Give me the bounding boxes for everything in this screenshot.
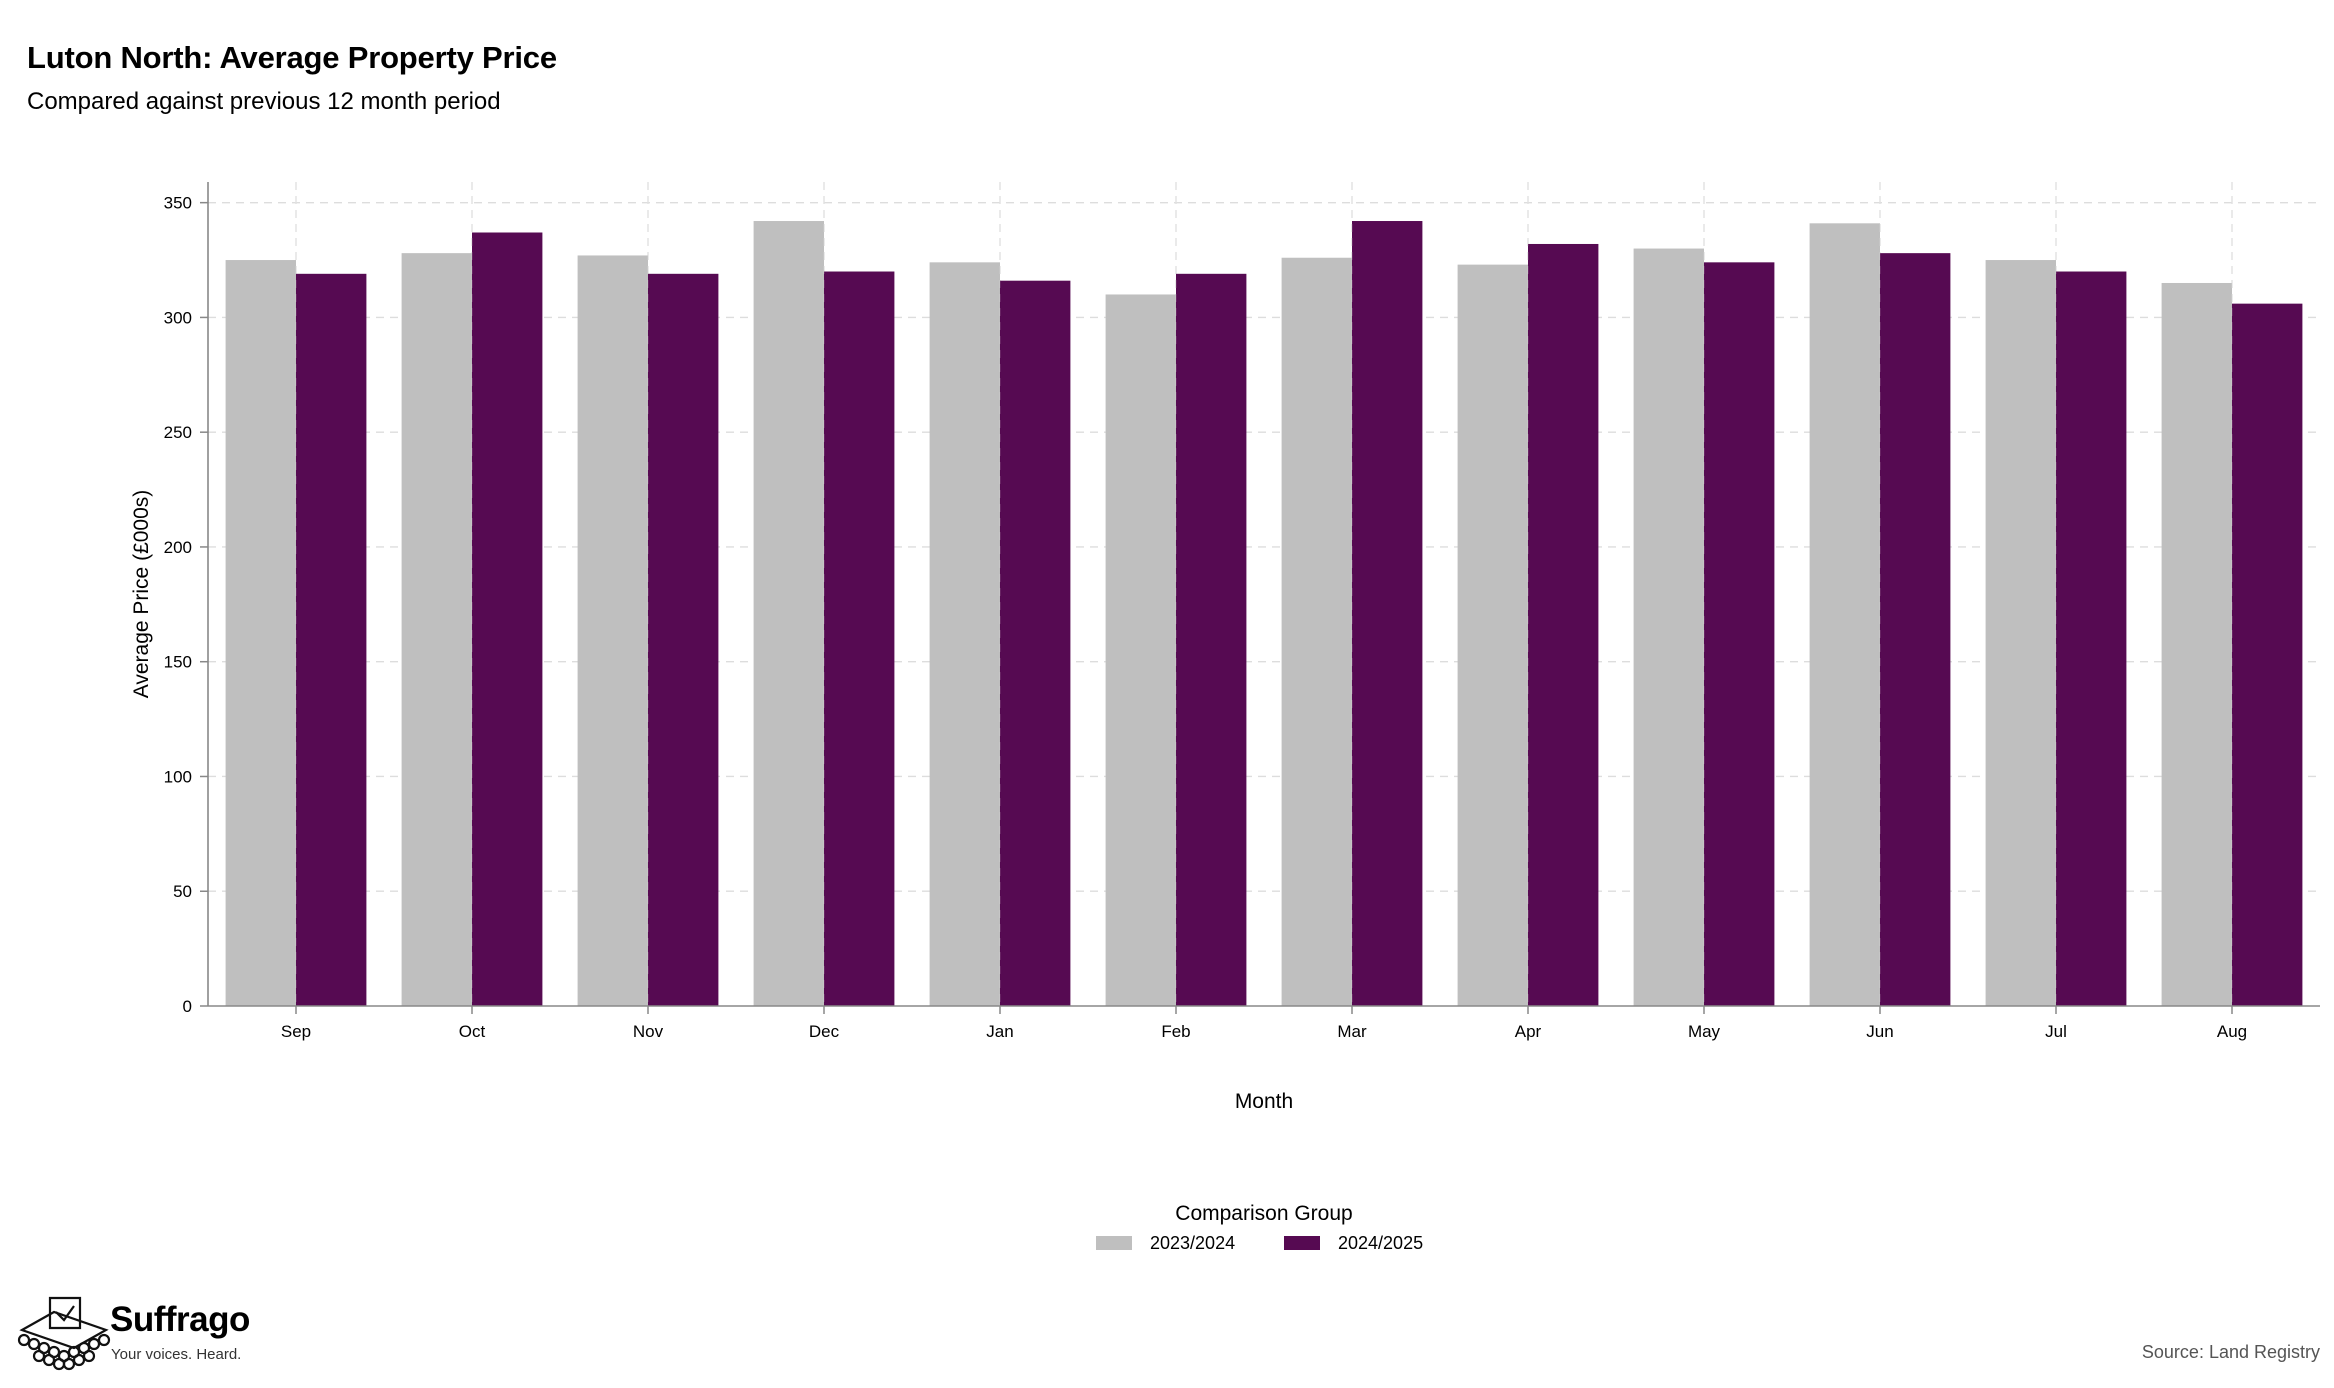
bar-2024-2025-jul (2056, 271, 2127, 1006)
legend-swatch-2 (1284, 1236, 1320, 1250)
y-tick-label: 150 (164, 653, 192, 672)
bar-2024-2025-oct (472, 232, 543, 1006)
bar-2023-2024-sep (225, 260, 296, 1006)
y-tick-label: 200 (164, 538, 192, 557)
x-tick-label: Aug (2217, 1022, 2247, 1041)
y-axis-title: Average Price (£000s) (130, 490, 153, 699)
bar-2024-2025-mar (1352, 221, 1423, 1006)
bar-2023-2024-dec (753, 221, 824, 1006)
y-tick-label: 0 (183, 997, 192, 1016)
chart-title: Luton North: Average Property Price (27, 40, 557, 75)
bar-2023-2024-may (1633, 248, 1704, 1006)
bar-2023-2024-oct (401, 253, 472, 1006)
x-tick-label: Jun (1866, 1022, 1893, 1041)
bar-2024-2025-dec (824, 271, 895, 1006)
y-tick-label: 300 (164, 308, 192, 327)
x-tick-label: May (1688, 1022, 1721, 1041)
ballot-box-icon (17, 1296, 111, 1371)
x-tick-label: Jan (986, 1022, 1013, 1041)
bar-2023-2024-jan (929, 262, 1000, 1007)
y-tick-label: 50 (173, 882, 192, 901)
bar-2023-2024-jun (1809, 223, 1880, 1006)
bar-2024-2025-aug (2232, 303, 2303, 1006)
bar-2024-2025-feb (1176, 273, 1247, 1007)
x-tick-label: Feb (1161, 1022, 1190, 1041)
x-tick-label: Mar (1337, 1022, 1367, 1041)
x-tick-label: Apr (1515, 1022, 1542, 1041)
brand-tagline: Your voices. Heard. (111, 1346, 242, 1363)
legend: Comparison Group 2023/2024 2024/2025 (1096, 1202, 1423, 1253)
source-note: Source: Land Registry (2141, 1342, 2320, 1362)
x-tick-label: Sep (281, 1022, 311, 1041)
bar-2023-2024-feb (1105, 294, 1176, 1006)
y-tick-label: 250 (164, 423, 192, 442)
brand-name: Suffrago (110, 1300, 250, 1339)
y-tick-label: 100 (164, 767, 192, 786)
x-tick-label: Jul (2045, 1022, 2067, 1041)
bar-2024-2025-sep (296, 273, 367, 1007)
bar-2023-2024-mar (1281, 257, 1352, 1006)
legend-label-2: 2024/2025 (1338, 1233, 1423, 1253)
x-tick-label: Dec (809, 1022, 840, 1041)
x-tick-label: Oct (459, 1022, 486, 1041)
legend-label-1: 2023/2024 (1150, 1233, 1235, 1253)
bar-2024-2025-nov (648, 273, 719, 1007)
axes: 0 50 100 150 200 250 300 350 Sep Oct Nov Dec Jan Feb M… (130, 182, 2320, 1113)
bar-2024-2025-jan (1000, 280, 1071, 1006)
bar-2023-2024-apr (1457, 264, 1528, 1006)
bar-2023-2024-nov (577, 255, 648, 1006)
bar-2023-2024-jul (1985, 260, 2056, 1006)
bars (225, 182, 2303, 1007)
legend-swatch-1 (1096, 1236, 1132, 1250)
y-tick-label: 350 (164, 194, 192, 213)
x-tick-label: Nov (633, 1022, 664, 1041)
bar-2023-2024-aug (2161, 282, 2232, 1006)
legend-title: Comparison Group (1175, 1202, 1352, 1225)
chart-subtitle: Compared against previous 12 month perio… (27, 88, 501, 115)
bar-2024-2025-apr (1528, 243, 1599, 1006)
bar-2024-2025-jun (1880, 253, 1951, 1006)
bar-2024-2025-may (1704, 262, 1775, 1007)
x-axis-title: Month (1235, 1090, 1293, 1113)
